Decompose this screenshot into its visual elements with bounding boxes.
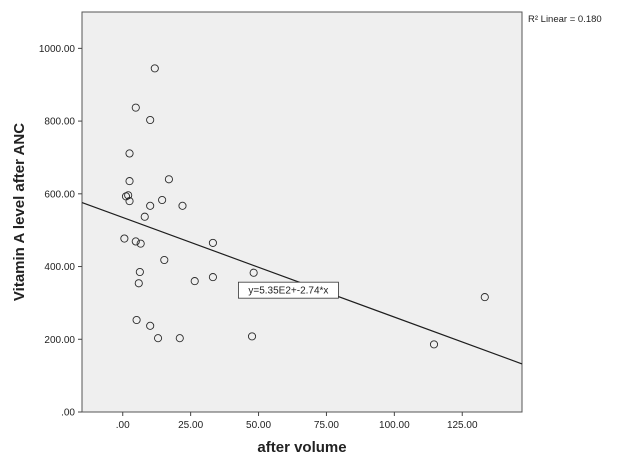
- y-tick-label: 600.00: [44, 189, 75, 200]
- data-point: [134, 279, 143, 288]
- data-point: [125, 149, 134, 158]
- data-point: [131, 103, 140, 112]
- y-tick-label: 200.00: [44, 335, 75, 346]
- data-point: [125, 197, 134, 206]
- data-point: [480, 293, 489, 302]
- data-point: [158, 195, 167, 205]
- r-squared-label: R² Linear = 0.180: [528, 14, 602, 25]
- data-point: [208, 238, 217, 247]
- data-point: [247, 332, 257, 341]
- data-point: [164, 175, 173, 184]
- y-axis-title: Vitamin A level after ANC: [11, 123, 28, 301]
- data-point: [120, 234, 129, 243]
- plot-area: [81, 11, 523, 413]
- x-tick-label: 25.00: [178, 420, 203, 431]
- data-point: [132, 315, 141, 325]
- data-point: [125, 177, 134, 186]
- x-tick-label: .00: [116, 420, 130, 431]
- data-point: [131, 237, 140, 246]
- data-point: [160, 255, 169, 265]
- y-tick-label: 1000.00: [39, 44, 76, 55]
- data-point: [429, 340, 439, 349]
- x-tick-label: 50.00: [246, 420, 271, 431]
- data-point: [190, 277, 199, 286]
- data-point: [146, 115, 155, 125]
- data-point: [249, 268, 258, 277]
- x-tick-label: 100.00: [379, 420, 410, 431]
- data-point: [124, 191, 133, 200]
- data-point: [150, 64, 159, 73]
- data-point: [175, 334, 184, 343]
- equation-label: y=5.35E2+-2.74*x: [248, 286, 328, 297]
- data-point: [153, 334, 163, 343]
- data-point: [146, 201, 155, 210]
- y-axis: .00 200.00 400.00 600.00 800.00 1000.00: [39, 44, 82, 419]
- data-point: [135, 267, 144, 277]
- y-tick-label: .00: [61, 408, 75, 419]
- x-axis: .00 25.00 50.00 75.00 100.00 125.00: [116, 412, 478, 431]
- equation-label-box: [238, 281, 339, 299]
- y-tick-label: 400.00: [44, 262, 75, 273]
- data-point: [146, 321, 155, 330]
- data-point: [208, 273, 217, 282]
- x-tick-label: 125.00: [447, 420, 478, 431]
- data-points: [120, 64, 489, 349]
- x-axis-title: after volume: [257, 439, 346, 456]
- data-point: [136, 239, 145, 248]
- x-tick-label: 75.00: [314, 420, 339, 431]
- data-point: [140, 212, 149, 221]
- y-tick-label: 800.00: [44, 117, 75, 128]
- data-point: [178, 201, 187, 210]
